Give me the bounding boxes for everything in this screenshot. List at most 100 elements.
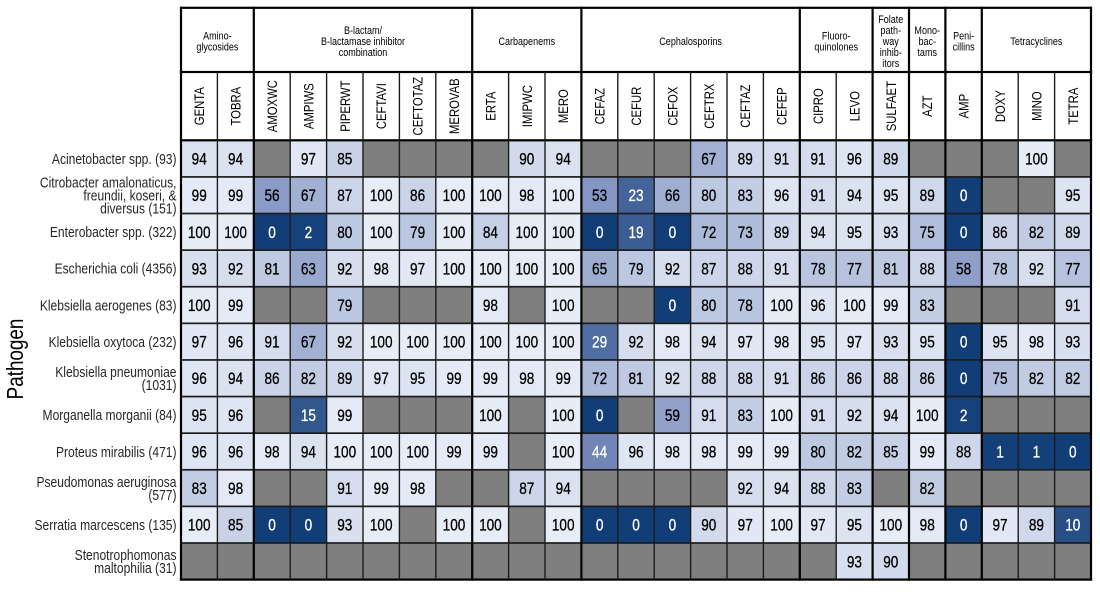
- svg-text:99: 99: [446, 443, 461, 462]
- svg-text:82: 82: [1065, 370, 1080, 389]
- svg-text:LEVO: LEVO: [847, 91, 862, 121]
- svg-text:0: 0: [596, 516, 604, 535]
- svg-text:91: 91: [810, 187, 825, 206]
- svg-text:56: 56: [264, 187, 279, 206]
- svg-text:98: 98: [228, 480, 243, 499]
- svg-text:99: 99: [337, 407, 352, 426]
- svg-text:97: 97: [810, 516, 825, 535]
- svg-text:100: 100: [188, 516, 211, 535]
- svg-text:73: 73: [738, 224, 753, 243]
- svg-text:93: 93: [883, 224, 898, 243]
- svg-text:93: 93: [192, 260, 207, 279]
- svg-text:bac-: bac-: [918, 36, 936, 48]
- svg-text:0: 0: [960, 516, 968, 535]
- svg-text:100: 100: [552, 187, 575, 206]
- svg-text:100: 100: [479, 187, 502, 206]
- svg-text:100: 100: [552, 333, 575, 352]
- svg-text:86: 86: [992, 224, 1007, 243]
- svg-text:95: 95: [410, 370, 425, 389]
- svg-text:92: 92: [738, 480, 753, 499]
- svg-text:96: 96: [847, 150, 862, 169]
- svg-text:0: 0: [596, 407, 604, 426]
- svg-text:91: 91: [774, 260, 789, 279]
- svg-text:89: 89: [738, 150, 753, 169]
- svg-text:AMP: AMP: [957, 94, 972, 119]
- svg-text:82: 82: [920, 480, 935, 499]
- svg-text:path-: path-: [881, 25, 902, 37]
- svg-text:89: 89: [1065, 224, 1080, 243]
- svg-text:99: 99: [883, 297, 898, 316]
- svg-text:0: 0: [1069, 443, 1077, 462]
- svg-text:88: 88: [810, 480, 825, 499]
- svg-text:94: 94: [701, 333, 716, 352]
- svg-text:99: 99: [446, 370, 461, 389]
- svg-text:94: 94: [810, 224, 825, 243]
- svg-text:Serratia marcescens (135): Serratia marcescens (135): [35, 517, 177, 533]
- svg-text:99: 99: [483, 370, 498, 389]
- svg-text:0: 0: [960, 333, 968, 352]
- svg-text:Folate: Folate: [878, 14, 903, 26]
- svg-text:Proteus mirabilis (471): Proteus mirabilis (471): [56, 444, 177, 460]
- svg-text:2: 2: [960, 407, 968, 426]
- svg-text:98: 98: [774, 333, 789, 352]
- svg-text:95: 95: [883, 187, 898, 206]
- svg-text:0: 0: [268, 516, 276, 535]
- svg-text:MERO: MERO: [556, 89, 571, 123]
- svg-text:91: 91: [810, 407, 825, 426]
- svg-text:98: 98: [264, 443, 279, 462]
- svg-text:95: 95: [847, 224, 862, 243]
- svg-text:91: 91: [774, 150, 789, 169]
- svg-text:0: 0: [596, 224, 604, 243]
- svg-text:23: 23: [628, 187, 643, 206]
- svg-text:65: 65: [592, 260, 607, 279]
- svg-text:100: 100: [443, 224, 466, 243]
- svg-text:89: 89: [1029, 516, 1044, 535]
- svg-text:100: 100: [479, 516, 502, 535]
- svg-text:Pseudomonas aeruginosa: Pseudomonas aeruginosa: [36, 474, 176, 490]
- svg-text:AMPIWS: AMPIWS: [301, 83, 316, 129]
- svg-text:91: 91: [264, 333, 279, 352]
- svg-text:97: 97: [301, 150, 316, 169]
- svg-text:94: 94: [847, 187, 862, 206]
- svg-text:99: 99: [556, 370, 571, 389]
- svg-text:81: 81: [883, 260, 898, 279]
- svg-text:91: 91: [810, 150, 825, 169]
- svg-text:83: 83: [738, 187, 753, 206]
- svg-text:67: 67: [301, 187, 316, 206]
- svg-text:89: 89: [920, 187, 935, 206]
- svg-text:0: 0: [305, 516, 313, 535]
- svg-text:Stenotrophomonas: Stenotrophomonas: [75, 547, 177, 563]
- svg-text:100: 100: [552, 407, 575, 426]
- svg-text:94: 94: [556, 150, 571, 169]
- svg-text:84: 84: [483, 224, 498, 243]
- svg-text:95: 95: [1065, 187, 1080, 206]
- svg-text:100: 100: [370, 333, 393, 352]
- svg-text:94: 94: [192, 150, 207, 169]
- svg-text:77: 77: [1065, 260, 1080, 279]
- svg-text:MINO: MINO: [1029, 91, 1044, 121]
- svg-text:88: 88: [701, 370, 716, 389]
- svg-text:100: 100: [479, 333, 502, 352]
- svg-text:97: 97: [410, 260, 425, 279]
- svg-text:97: 97: [738, 333, 753, 352]
- svg-text:combination: combination: [339, 47, 388, 59]
- svg-text:99: 99: [738, 443, 753, 462]
- svg-text:100: 100: [443, 333, 466, 352]
- svg-text:Amino-: Amino-: [203, 31, 232, 43]
- svg-text:98: 98: [519, 370, 534, 389]
- svg-text:97: 97: [374, 370, 389, 389]
- svg-text:88: 88: [738, 370, 753, 389]
- svg-text:100: 100: [188, 297, 211, 316]
- svg-text:CEFEP: CEFEP: [775, 87, 790, 125]
- svg-text:80: 80: [810, 443, 825, 462]
- svg-text:78: 78: [738, 297, 753, 316]
- svg-text:100: 100: [552, 516, 575, 535]
- svg-text:100: 100: [843, 297, 866, 316]
- svg-text:19: 19: [628, 224, 643, 243]
- svg-text:98: 98: [665, 333, 680, 352]
- svg-text:100: 100: [552, 297, 575, 316]
- svg-text:96: 96: [192, 370, 207, 389]
- svg-text:99: 99: [192, 187, 207, 206]
- svg-text:100: 100: [370, 187, 393, 206]
- svg-text:99: 99: [920, 443, 935, 462]
